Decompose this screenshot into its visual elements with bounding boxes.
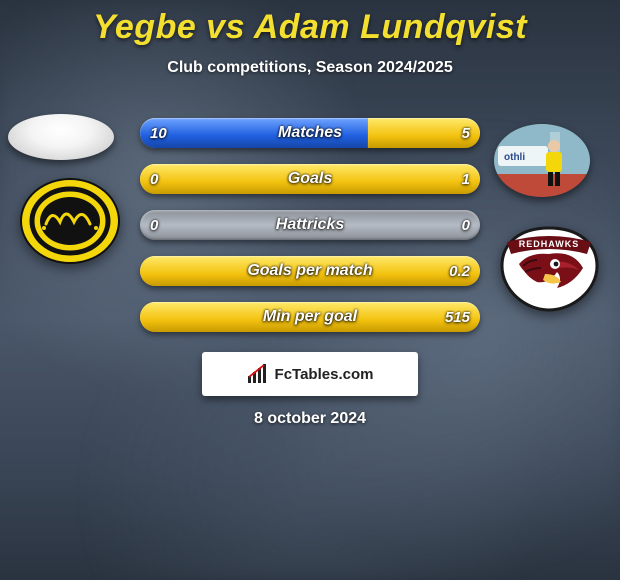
stat-value-right: 0 (462, 217, 470, 234)
stat-row: 0 0 Hattricks (0, 202, 620, 248)
stat-value-right: 515 (445, 309, 470, 326)
subtitle: Club competitions, Season 2024/2025 (0, 59, 620, 77)
fctables-badge: FcTables.com (202, 352, 418, 396)
stat-row: 0.2 Goals per match (0, 248, 620, 294)
stat-row: 0 1 Goals (0, 156, 620, 202)
page-title: Yegbe vs Adam Lundqvist (0, 0, 620, 47)
stat-value-right: 5 (462, 125, 470, 142)
stat-label: Goals (288, 170, 332, 188)
stat-row: 10 5 Matches (0, 110, 620, 156)
stat-label: Min per goal (263, 308, 357, 326)
stat-value-left: 0 (150, 171, 158, 188)
stats-section: 10 5 Matches 0 1 Goals 0 0 Hattricks 0.2 Goals per… (0, 110, 620, 340)
date-label: 8 october 2024 (254, 410, 366, 428)
stat-row: 515 Min per goal (0, 294, 620, 340)
fctables-label: FcTables.com (275, 366, 374, 383)
bars-icon (247, 363, 269, 385)
stat-label: Hattricks (276, 216, 344, 234)
stat-label: Goals per match (247, 262, 372, 280)
stat-value-right: 0.2 (449, 263, 470, 280)
stat-value-right: 1 (462, 171, 470, 188)
stat-value-left: 10 (150, 125, 167, 142)
stat-value-left: 0 (150, 217, 158, 234)
stat-label: Matches (278, 124, 342, 142)
